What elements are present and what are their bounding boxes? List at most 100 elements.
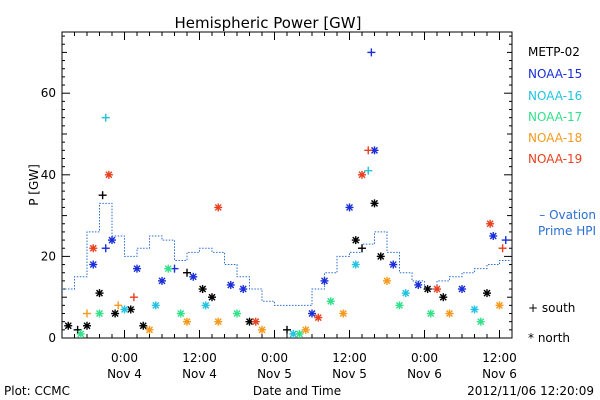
x-axis: 0:00 Nov 4 12:00 Nov 4 0:00 Nov 5 12:00 Nov 5 0:… bbox=[61, 32, 517, 381]
data-point-north bbox=[314, 313, 323, 322]
legend-ovation-label: – Ovation Prime HPI bbox=[538, 208, 596, 238]
data-point-north bbox=[376, 252, 385, 261]
x-axis-label: Date and Time bbox=[253, 384, 341, 398]
data-point-north bbox=[301, 325, 310, 334]
y-axis-label: P [GW] bbox=[27, 164, 41, 206]
data-point-north bbox=[201, 301, 210, 310]
data-point-north bbox=[320, 276, 329, 285]
data-point-north bbox=[423, 285, 432, 294]
data-point-north bbox=[226, 280, 235, 289]
data-point-north bbox=[439, 293, 448, 302]
data-point-south bbox=[183, 268, 191, 277]
x-tick-label-time: 0:00 bbox=[411, 351, 438, 365]
x-tick-label-time: 0:00 bbox=[261, 351, 288, 365]
data-point-north bbox=[139, 321, 148, 330]
data-point-north bbox=[370, 199, 379, 208]
x-tick-label-day: Nov 4 bbox=[182, 367, 217, 381]
data-point-north bbox=[108, 236, 116, 245]
data-point-south bbox=[364, 146, 373, 155]
data-point-north bbox=[208, 293, 216, 302]
data-point-north bbox=[345, 203, 354, 212]
y-tick-label: 40 bbox=[41, 168, 56, 182]
data-point-south bbox=[367, 48, 376, 57]
data-point-south bbox=[129, 293, 138, 302]
data-point-south bbox=[98, 191, 107, 200]
x-tick-label-time: 12:00 bbox=[482, 351, 517, 365]
x-tick-label-day: Nov 6 bbox=[482, 367, 517, 381]
data-point-north bbox=[183, 317, 191, 326]
plot-area: 0 20 40 60 0:00 Nov 4 12:00 Nov 4 0:00 Nov 5 12:0… bbox=[41, 31, 517, 381]
data-point-south bbox=[83, 309, 91, 318]
y-tick-label: 20 bbox=[41, 249, 56, 263]
x-tick-label-time: 12:00 bbox=[182, 351, 217, 365]
legend-item-metp-02: METP-02 bbox=[528, 45, 580, 59]
data-point-north bbox=[164, 264, 173, 273]
y-tick-label: 0 bbox=[48, 331, 56, 345]
data-point-south bbox=[114, 301, 123, 310]
data-point-north bbox=[151, 301, 160, 310]
data-point-north bbox=[426, 309, 435, 318]
data-point-south bbox=[498, 244, 507, 253]
data-point-north bbox=[214, 317, 223, 326]
data-point-south bbox=[101, 113, 110, 122]
data-point-north bbox=[145, 325, 154, 334]
data-point-south bbox=[358, 244, 366, 253]
data-point-north bbox=[95, 289, 104, 298]
data-point-north bbox=[64, 321, 73, 330]
data-point-south bbox=[283, 325, 291, 334]
data-point-north bbox=[133, 264, 141, 273]
data-point-north bbox=[189, 272, 198, 281]
legend-item-noaa-15: NOAA-15 bbox=[528, 67, 582, 81]
legend-south-label: + south bbox=[528, 301, 575, 315]
data-point-north bbox=[233, 309, 241, 318]
data-point-north bbox=[370, 146, 379, 155]
legend-north-label: * north bbox=[528, 331, 570, 345]
data-point-north bbox=[414, 280, 423, 289]
x-tick-label-day: Nov 4 bbox=[107, 367, 142, 381]
legend-item-noaa-17: NOAA-17 bbox=[528, 110, 582, 124]
chart-title: Hemispheric Power [GW] bbox=[175, 14, 362, 32]
legend: METP-02 NOAA-15 NOAA-16 NOAA-17 NOAA-18 … bbox=[528, 45, 596, 345]
data-point-south bbox=[501, 236, 510, 245]
data-point-north bbox=[476, 317, 485, 326]
data-point-north bbox=[351, 260, 360, 269]
data-point-north bbox=[76, 329, 85, 338]
data-point-north bbox=[495, 301, 504, 310]
ovation-hpi-line bbox=[62, 202, 512, 306]
data-point-north bbox=[383, 276, 391, 285]
data-point-north bbox=[214, 203, 223, 212]
data-point-north bbox=[389, 260, 398, 269]
data-point-north bbox=[433, 285, 441, 294]
plot-frame bbox=[61, 31, 513, 339]
data-point-north bbox=[83, 321, 91, 330]
data-point-north bbox=[326, 297, 335, 306]
data-points bbox=[64, 48, 510, 338]
data-point-north bbox=[89, 260, 98, 269]
data-point-north bbox=[239, 285, 248, 294]
legend-item-noaa-19: NOAA-19 bbox=[528, 152, 582, 166]
data-point-north bbox=[258, 325, 266, 334]
data-point-north bbox=[351, 236, 360, 245]
data-point-north bbox=[486, 219, 495, 228]
x-tick-label-time: 12:00 bbox=[332, 351, 367, 365]
data-point-north bbox=[111, 309, 120, 318]
x-tick-label-time: 0:00 bbox=[111, 351, 138, 365]
data-point-north bbox=[339, 309, 348, 318]
data-point-north bbox=[176, 309, 185, 318]
data-point-north bbox=[120, 305, 129, 314]
data-point-north bbox=[104, 170, 113, 179]
legend-item-noaa-16: NOAA-16 bbox=[528, 89, 582, 103]
data-point-north bbox=[95, 309, 104, 318]
data-point-north bbox=[158, 276, 166, 285]
legend-item-noaa-18: NOAA-18 bbox=[528, 131, 582, 145]
x-tick-label-day: Nov 5 bbox=[332, 367, 367, 381]
x-tick-label-day: Nov 6 bbox=[407, 367, 442, 381]
data-point-north bbox=[358, 170, 366, 179]
data-point-north bbox=[445, 309, 454, 318]
data-point-north bbox=[401, 289, 410, 298]
plot-credit: Plot: CCMC bbox=[4, 384, 70, 398]
data-point-north bbox=[470, 305, 479, 314]
y-tick-label: 60 bbox=[41, 86, 56, 100]
data-point-north bbox=[295, 329, 304, 338]
data-point-south bbox=[73, 325, 82, 334]
